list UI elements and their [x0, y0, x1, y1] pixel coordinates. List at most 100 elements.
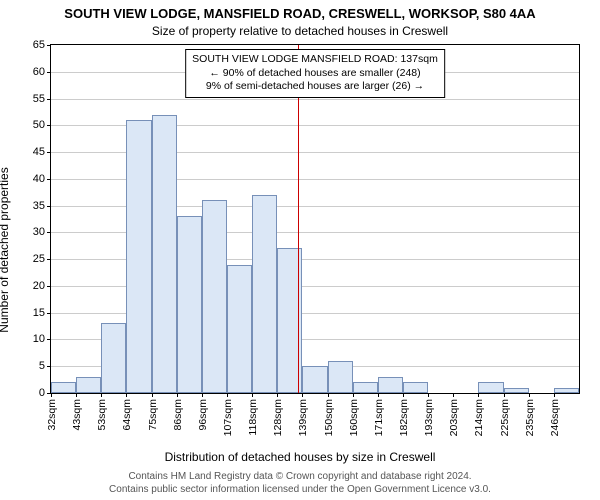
x-tick-label: 53sqm [96, 399, 108, 431]
x-tick-mark [378, 393, 379, 397]
y-tick-label: 20 [33, 280, 45, 292]
x-axis-label: Distribution of detached houses by size … [0, 450, 600, 464]
x-tick-label: 182sqm [398, 399, 410, 436]
x-tick-label: 235sqm [523, 399, 535, 436]
y-tick-mark [47, 313, 51, 314]
y-tick-mark [47, 72, 51, 73]
x-tick-label: 64sqm [121, 399, 133, 431]
x-tick-mark [353, 393, 354, 397]
histogram-bar [76, 377, 101, 393]
x-tick-mark [152, 393, 153, 397]
x-tick-mark [51, 393, 52, 397]
histogram-bar [302, 366, 327, 393]
y-tick-label: 0 [39, 387, 45, 399]
y-tick-mark [47, 232, 51, 233]
y-tick-mark [47, 179, 51, 180]
histogram-bar [328, 361, 353, 393]
x-tick-mark [403, 393, 404, 397]
y-tick-label: 30 [33, 226, 45, 238]
x-tick-label: 171sqm [373, 399, 385, 436]
histogram-bar [504, 388, 529, 393]
y-tick-mark [47, 259, 51, 260]
histogram-bar [126, 120, 151, 393]
annotation-line: SOUTH VIEW LODGE MANSFIELD ROAD: 137sqm [192, 53, 438, 67]
histogram-bar [403, 382, 428, 393]
x-tick-label: 43sqm [71, 399, 83, 431]
x-tick-mark [529, 393, 530, 397]
annotation-box: SOUTH VIEW LODGE MANSFIELD ROAD: 137sqm … [185, 49, 445, 98]
y-tick-label: 5 [39, 360, 45, 372]
x-tick-label: 118sqm [247, 399, 259, 436]
x-tick-mark [227, 393, 228, 397]
x-tick-mark [302, 393, 303, 397]
x-tick-mark [202, 393, 203, 397]
histogram-bar [554, 388, 579, 393]
histogram-bar [378, 377, 403, 393]
page-title: SOUTH VIEW LODGE, MANSFIELD ROAD, CRESWE… [0, 6, 600, 21]
histogram-bar [227, 265, 252, 393]
x-tick-label: 107sqm [222, 399, 234, 436]
histogram-bar [177, 216, 202, 393]
y-tick-label: 10 [33, 333, 45, 345]
y-tick-mark [47, 339, 51, 340]
chart-container: SOUTH VIEW LODGE, MANSFIELD ROAD, CRESWE… [0, 0, 600, 500]
histogram-bar [202, 200, 227, 393]
x-tick-mark [126, 393, 127, 397]
y-tick-label: 55 [33, 93, 45, 105]
footer-line: Contains HM Land Registry data © Crown c… [0, 471, 600, 484]
y-tick-label: 35 [33, 200, 45, 212]
plot-area: SOUTH VIEW LODGE MANSFIELD ROAD: 137sqm … [50, 44, 580, 394]
x-tick-label: 128sqm [272, 399, 284, 436]
y-tick-label: 25 [33, 253, 45, 265]
y-tick-mark [47, 45, 51, 46]
histogram-bar [101, 323, 126, 393]
x-tick-mark [252, 393, 253, 397]
y-tick-label: 60 [33, 66, 45, 78]
x-tick-label: 139sqm [297, 399, 309, 436]
x-tick-mark [177, 393, 178, 397]
y-tick-mark [47, 366, 51, 367]
y-tick-mark [47, 206, 51, 207]
x-tick-label: 214sqm [473, 399, 485, 436]
footer-attribution: Contains HM Land Registry data © Crown c… [0, 471, 600, 496]
histogram-bar [478, 382, 503, 393]
annotation-line: 9% of semi-detached houses are larger (2… [192, 80, 438, 94]
y-tick-label: 65 [33, 39, 45, 51]
y-tick-mark [47, 99, 51, 100]
x-tick-mark [277, 393, 278, 397]
x-tick-label: 150sqm [322, 399, 334, 436]
histogram-bar [353, 382, 378, 393]
x-tick-label: 160sqm [347, 399, 359, 436]
x-tick-label: 225sqm [498, 399, 510, 436]
y-axis-label: Number of detached properties [0, 167, 11, 332]
page-subtitle: Size of property relative to detached ho… [0, 24, 600, 38]
y-tick-label: 15 [33, 307, 45, 319]
histogram-bar [252, 195, 277, 393]
x-tick-mark [328, 393, 329, 397]
annotation-line: ← 90% of detached houses are smaller (24… [192, 67, 438, 81]
x-tick-label: 86sqm [171, 399, 183, 431]
x-tick-mark [453, 393, 454, 397]
x-tick-mark [554, 393, 555, 397]
y-tick-mark [47, 152, 51, 153]
x-tick-label: 32sqm [46, 399, 58, 431]
y-tick-mark [47, 286, 51, 287]
x-tick-label: 75sqm [146, 399, 158, 431]
gridline [51, 99, 579, 100]
histogram-bar [152, 115, 177, 393]
y-tick-label: 45 [33, 146, 45, 158]
x-tick-label: 246sqm [549, 399, 561, 436]
x-tick-label: 203sqm [448, 399, 460, 436]
x-tick-mark [504, 393, 505, 397]
y-tick-label: 50 [33, 119, 45, 131]
x-tick-label: 96sqm [197, 399, 209, 431]
x-tick-mark [478, 393, 479, 397]
x-tick-label: 193sqm [423, 399, 435, 436]
footer-line: Contains public sector information licen… [0, 484, 600, 497]
x-tick-mark [76, 393, 77, 397]
histogram-bar [51, 382, 76, 393]
x-tick-mark [101, 393, 102, 397]
y-tick-label: 40 [33, 173, 45, 185]
x-tick-mark [428, 393, 429, 397]
y-tick-mark [47, 125, 51, 126]
